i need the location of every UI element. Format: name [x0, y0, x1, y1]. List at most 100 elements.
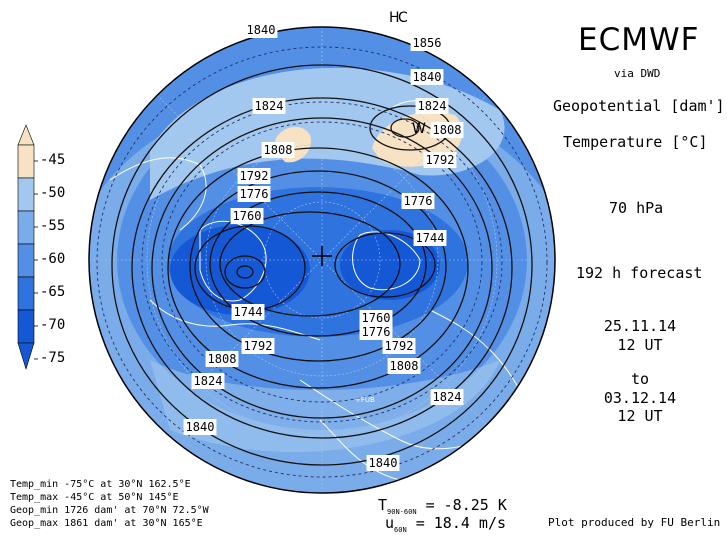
dashed-contours: [96, 46, 548, 478]
contour-label: 1792: [426, 153, 455, 167]
colorbar-tick-label: -50: [40, 185, 66, 201]
contour-label-box: [410, 35, 444, 51]
contour-label: 1744: [234, 305, 263, 319]
contour-label: 1760: [233, 209, 262, 223]
contour-label: 1856: [413, 36, 442, 50]
contour-label-box: [191, 373, 225, 389]
contour-label: 1776: [362, 325, 391, 339]
contour-label: 1776: [240, 187, 269, 201]
contour-label: 1792: [244, 339, 273, 353]
contour-label-box: [237, 168, 271, 184]
temp-max-stat: Temp_max -45°C at 50°N 145°E: [10, 492, 179, 503]
contour-label-box: [401, 193, 435, 209]
contour-label: 1824: [418, 99, 447, 113]
mean-temperature: T90N-60N = -8.25 K: [378, 496, 507, 516]
contour-label: 1792: [240, 169, 269, 183]
contour-label: 1792: [385, 339, 414, 353]
contour-label: 1840: [247, 23, 276, 37]
contour-label-box: [430, 122, 464, 138]
colorbar-segment: [17, 276, 35, 311]
contour-label-box: [230, 208, 264, 224]
geopotential-contours: [111, 64, 533, 466]
contour-label-box: [415, 98, 449, 114]
colorbar-tick-label: -60: [40, 251, 66, 267]
contour-label-box: [261, 142, 295, 158]
contour-label: 1824: [433, 390, 462, 404]
geop-max-stat: Geop_max 1861 dam' at 30°N 165°E: [10, 518, 203, 529]
geop-min-stat: Geop_min 1726 dam' at 70°N 72.5°W: [10, 505, 209, 516]
contour-label: 1840: [369, 456, 398, 470]
temp-min-stat: Temp_min -75°C at 30°N 162.5°E: [10, 479, 191, 490]
contour-label: 1760: [362, 311, 391, 325]
north-pole-marker: [312, 246, 332, 266]
colorbar-segment: [17, 210, 35, 245]
contour-label-box: [244, 22, 278, 38]
contour-label: 1808: [433, 123, 462, 137]
contour-label-box: [231, 304, 265, 320]
warm-marker: W: [412, 121, 426, 137]
model-title: ECMWF: [578, 22, 700, 58]
colorbar-segment: [17, 243, 35, 278]
colorbar-bottom-arrow: [17, 342, 35, 371]
colorbar-tick-label: -70: [40, 317, 66, 333]
contour-label: 1808: [390, 359, 419, 373]
colorbar-top-arrow: [17, 124, 35, 146]
colorbar-segment: [17, 144, 35, 179]
high-marker: H: [389, 10, 400, 26]
high-marker-aux: C: [398, 10, 408, 26]
t-symbol: T: [378, 496, 388, 514]
contour-label: 1808: [264, 143, 293, 157]
contour-label-box: [252, 98, 286, 114]
fub-station-label: +FUB: [355, 396, 375, 404]
colorbar-tick-label: -45: [40, 152, 66, 168]
contour-label: 1840: [186, 420, 215, 434]
contour-label: 1824: [194, 374, 223, 388]
colorbar-segment: [17, 177, 35, 212]
pressure-level: 70 hPa: [609, 199, 664, 217]
u-subscript: 60N: [394, 526, 407, 534]
u-value: = 18.4 m/s: [406, 514, 507, 532]
valid-date: 03.12.14: [603, 389, 677, 407]
contour-label-box: [423, 152, 457, 168]
contour-label-box: [205, 351, 239, 367]
init-date: 25.11.14: [603, 317, 677, 335]
contour-label-box: [241, 338, 275, 354]
colorbar-tick-label: -75: [40, 350, 66, 366]
field-geopotential: Geopotential [dam']: [553, 97, 725, 115]
colorbar-tick-label: -55: [40, 218, 66, 234]
init-time: 12 UT: [617, 336, 663, 354]
contour-label: 1824: [255, 99, 284, 113]
contour-label-box: [410, 69, 444, 85]
contour-label-box: [237, 186, 271, 202]
temperature-colorbar: [17, 124, 38, 371]
contour-label-box: [366, 455, 400, 471]
temp-band-light-south: [150, 360, 500, 453]
credit-line: Plot produced by FU Berlin: [548, 516, 721, 529]
valid-time: 12 UT: [617, 407, 663, 425]
contour-label: 1808: [208, 352, 237, 366]
contour-label-box: [413, 230, 447, 246]
contour-label-box: [430, 389, 464, 405]
map-border: [88, 26, 556, 494]
t-value: = -8.25 K: [416, 496, 507, 514]
mean-zonal-wind: u60N = 18.4 m/s: [385, 514, 506, 534]
contour-label-box: [359, 324, 393, 340]
colorbar-segment: [17, 309, 35, 344]
contour-label-box: [183, 419, 217, 435]
u-symbol: u: [385, 514, 395, 532]
colorbar-tick-label: -65: [40, 284, 66, 300]
forecast-hour: 192 h forecast: [576, 264, 703, 282]
contour-label-box: [387, 358, 421, 374]
to-label: to: [630, 370, 650, 388]
temp-band-coldest-east: [340, 230, 440, 300]
contour-label: 1744: [416, 231, 445, 245]
field-temperature: Temperature [°C]: [563, 133, 708, 151]
contour-label: 1840: [413, 70, 442, 84]
contour-label-box: [359, 310, 393, 326]
t-subscript: 90N-60N: [387, 508, 417, 516]
contour-label-box: [382, 338, 416, 354]
data-source: via DWD: [614, 67, 661, 80]
